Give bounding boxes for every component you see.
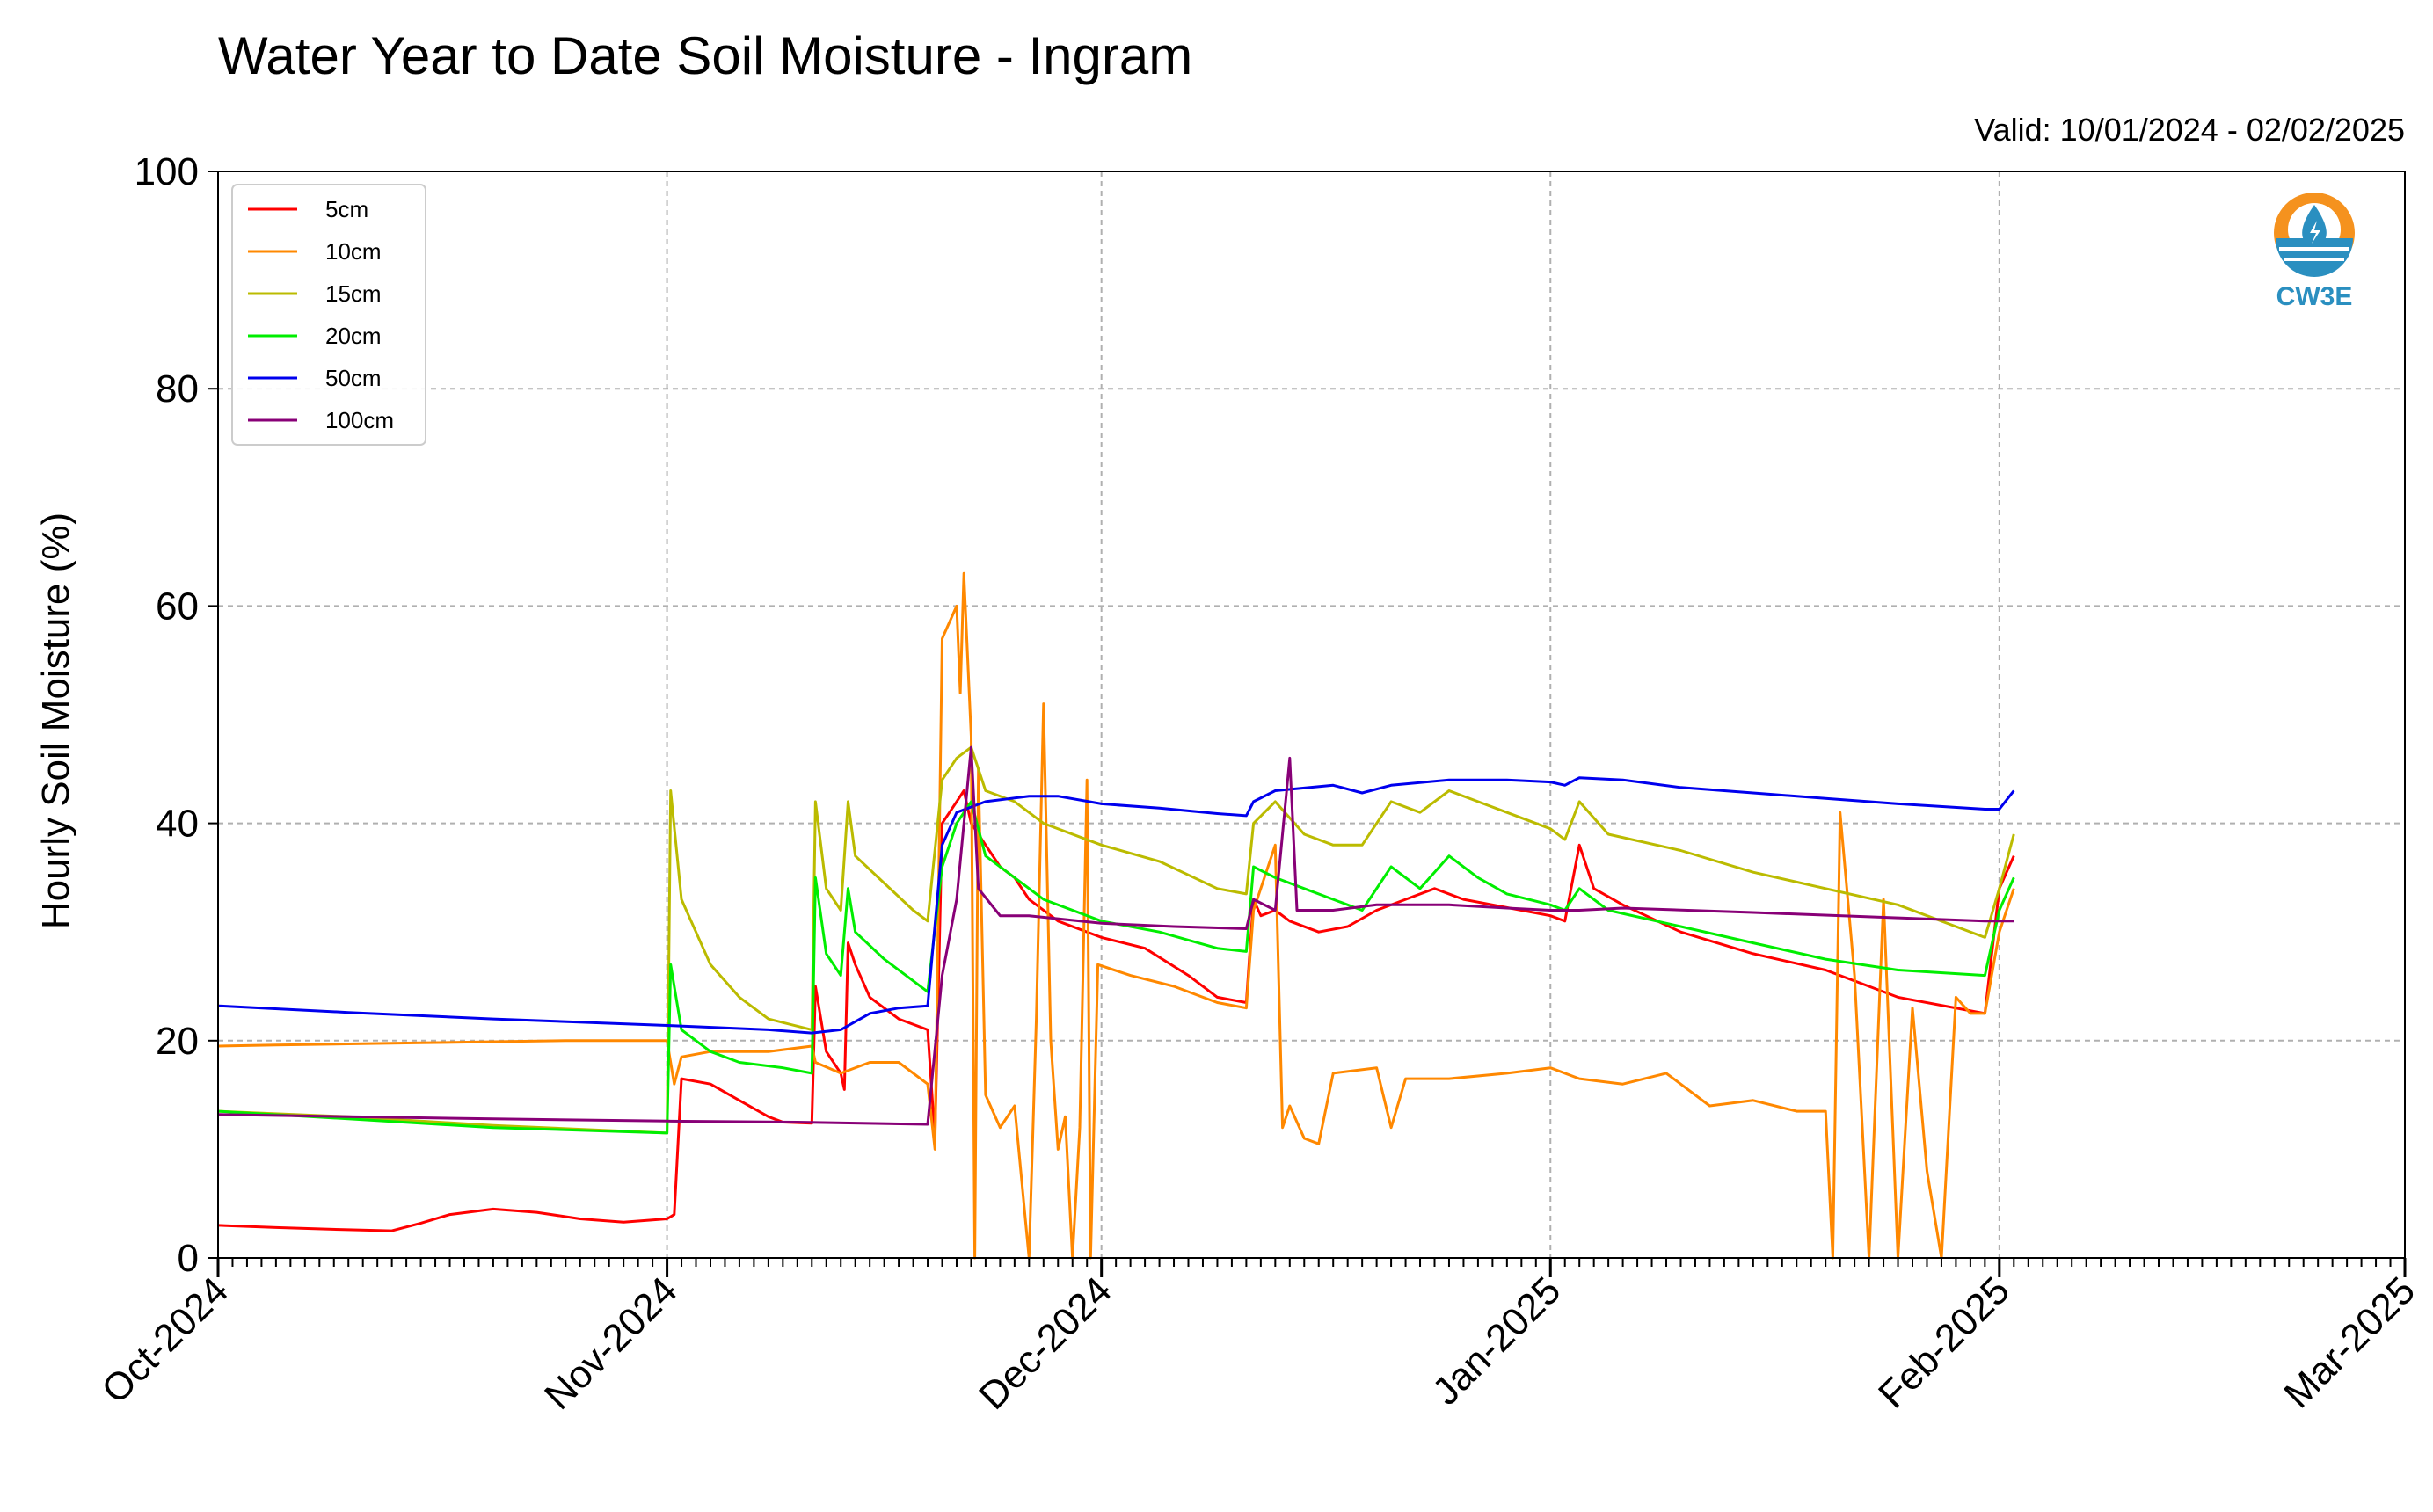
legend: 5cm 10cm 15cm 20cm 50cm 100cm xyxy=(231,184,426,446)
x-tick-label: Oct-2024 xyxy=(93,1268,237,1412)
y-axis-ticks: 0 20 40 60 80 100 xyxy=(135,150,218,1280)
series-line-100cm xyxy=(217,745,2014,1126)
x-tick-label: Dec-2024 xyxy=(971,1268,1120,1418)
legend-label: 50cm xyxy=(325,365,382,391)
legend-label: 5cm xyxy=(325,196,368,222)
plot-frame xyxy=(217,171,2406,1259)
legend-label: 10cm xyxy=(325,238,382,265)
series-line-15cm xyxy=(217,745,2015,1135)
series-lines xyxy=(217,571,2015,1260)
legend-label: 15cm xyxy=(325,280,382,307)
logo-text: CW3E xyxy=(2276,282,2353,311)
x-axis-ticks: Oct-2024 Nov-2024 Dec-2024 Jan-2025 Feb-2025… xyxy=(93,1258,2423,1418)
y-tick-label: 40 xyxy=(156,803,199,846)
legend-label: 20cm xyxy=(325,323,382,349)
y-axis-label: Hourly Soil Moisture (%) xyxy=(34,512,77,929)
x-tick-label: Feb-2025 xyxy=(1870,1268,2018,1416)
series-line-20cm xyxy=(217,800,2015,1135)
y-tick-label: 80 xyxy=(156,367,199,411)
y-tick-label: 20 xyxy=(156,1020,199,1063)
legend-label: 100cm xyxy=(325,407,394,433)
series-line-5cm xyxy=(217,789,2015,1232)
y-tick-label: 100 xyxy=(135,150,199,193)
valid-range: Valid: 10/01/2024 - 02/02/2025 xyxy=(1974,112,2405,148)
x-tick-label: Nov-2024 xyxy=(536,1268,686,1418)
chart-title: Water Year to Date Soil Moisture - Ingra… xyxy=(218,26,1192,85)
x-tick-label: Jan-2025 xyxy=(1424,1268,1569,1413)
series-line-10cm xyxy=(217,571,2015,1260)
cw3e-logo: CW3E xyxy=(2274,193,2355,311)
legend-box xyxy=(231,184,426,446)
y-tick-label: 60 xyxy=(156,585,199,628)
series-line-50cm xyxy=(217,776,2015,1035)
x-tick-label: Mar-2025 xyxy=(2276,1268,2423,1416)
grid xyxy=(218,171,2405,1258)
y-tick-label: 0 xyxy=(178,1237,199,1280)
